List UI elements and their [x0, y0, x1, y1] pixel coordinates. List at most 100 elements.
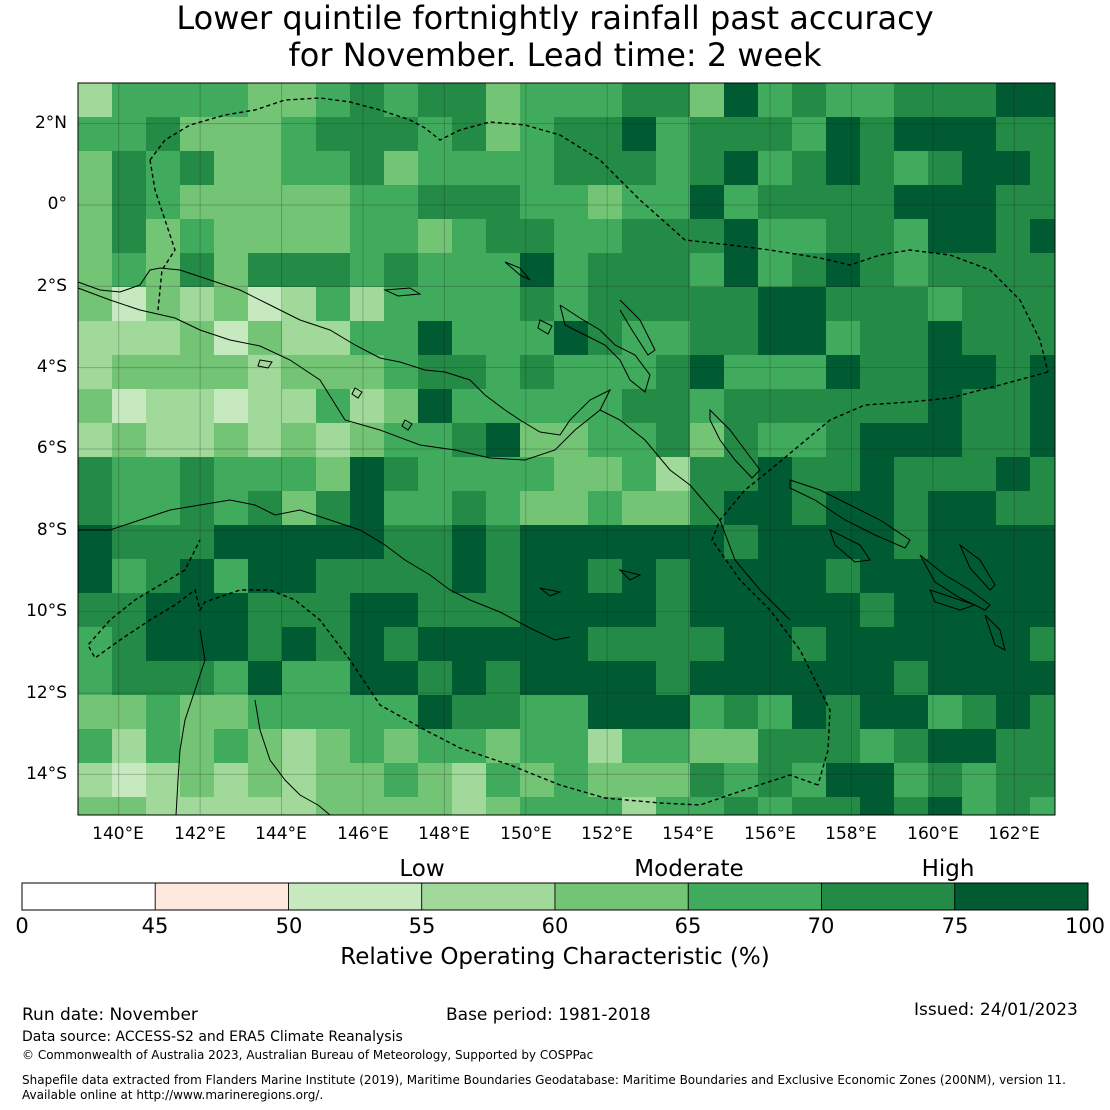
accuracy-cell: [792, 457, 826, 491]
accuracy-cell: [520, 797, 554, 815]
accuracy-cell: [656, 763, 690, 797]
accuracy-cell: [724, 627, 758, 661]
accuracy-cell: [282, 593, 316, 627]
accuracy-cell: [248, 423, 282, 457]
accuracy-cell: [826, 83, 860, 117]
accuracy-cell: [860, 151, 894, 185]
accuracy-cell: [928, 321, 962, 355]
accuracy-cell: [690, 661, 724, 695]
accuracy-cell: [248, 287, 282, 321]
accuracy-cell: [792, 559, 826, 593]
accuracy-cell: [962, 661, 996, 695]
colorbar-tick-55: 55: [408, 914, 436, 938]
accuracy-cell: [656, 797, 690, 815]
accuracy-cell: [724, 559, 758, 593]
accuracy-cell: [622, 729, 656, 763]
accuracy-cell: [520, 287, 554, 321]
accuracy-cell: [894, 491, 928, 525]
accuracy-cell: [180, 423, 214, 457]
accuracy-cell: [1030, 355, 1055, 389]
accuracy-cell: [214, 219, 248, 253]
accuracy-cell: [384, 559, 418, 593]
accuracy-cell: [418, 525, 452, 559]
accuracy-cell: [214, 355, 248, 389]
accuracy-cell: [860, 593, 894, 627]
accuracy-cell: [384, 797, 418, 815]
category-label-low: Low: [399, 856, 445, 882]
small-island-6: [618, 569, 642, 581]
accuracy-cell: [418, 491, 452, 525]
accuracy-cell: [894, 355, 928, 389]
accuracy-cell: [248, 695, 282, 729]
accuracy-cell: [724, 355, 758, 389]
accuracy-cell: [282, 559, 316, 593]
accuracy-cell: [588, 661, 622, 695]
accuracy-cell: [792, 797, 826, 815]
accuracy-cell: [554, 83, 588, 117]
accuracy-cell: [486, 627, 520, 661]
accuracy-cell: [316, 83, 350, 117]
accuracy-cell: [316, 117, 350, 151]
accuracy-cell: [282, 287, 316, 321]
accuracy-cell: [248, 525, 282, 559]
accuracy-cell: [248, 389, 282, 423]
accuracy-cell: [316, 763, 350, 797]
accuracy-cell: [452, 695, 486, 729]
accuracy-cell: [1030, 559, 1055, 593]
accuracy-cell: [588, 457, 622, 491]
accuracy-cell: [996, 457, 1030, 491]
accuracy-cell: [78, 457, 112, 491]
accuracy-cell: [656, 151, 690, 185]
accuracy-cell: [350, 729, 384, 763]
accuracy-cell: [690, 593, 724, 627]
accuracy-cell: [928, 355, 962, 389]
accuracy-cell: [690, 83, 724, 117]
lon-label-142e: 142°E: [174, 824, 226, 844]
accuracy-cell: [316, 797, 350, 815]
accuracy-cell: [894, 117, 928, 151]
accuracy-cell: [282, 185, 316, 219]
accuracy-cell: [146, 185, 180, 219]
accuracy-cell: [894, 593, 928, 627]
accuracy-cell: [112, 491, 146, 525]
accuracy-cell: [690, 185, 724, 219]
accuracy-cell: [894, 661, 928, 695]
accuracy-cell: [180, 117, 214, 151]
accuracy-cell: [384, 593, 418, 627]
cape-york-coastline: [175, 629, 331, 816]
accuracy-cell: [622, 321, 656, 355]
colorbar-tick-100: 100: [1064, 914, 1106, 938]
accuracy-cell: [78, 695, 112, 729]
accuracy-cell: [758, 117, 792, 151]
accuracy-cell: [146, 593, 180, 627]
accuracy-cell: [792, 423, 826, 457]
colorbar-tick-0: 0: [15, 914, 29, 938]
accuracy-cell: [452, 457, 486, 491]
accuracy-cell: [112, 83, 146, 117]
accuracy-cell: [112, 525, 146, 559]
accuracy-cell: [758, 423, 792, 457]
accuracy-cell: [316, 661, 350, 695]
accuracy-cell: [452, 593, 486, 627]
accuracy-cell: [78, 117, 112, 151]
accuracy-cell: [724, 423, 758, 457]
accuracy-cell: [384, 525, 418, 559]
accuracy-cell: [792, 763, 826, 797]
accuracy-cell: [78, 627, 112, 661]
accuracy-cell: [452, 117, 486, 151]
colorbar-tick-45: 45: [141, 914, 169, 938]
accuracy-cell: [78, 321, 112, 355]
accuracy-cell: [894, 253, 928, 287]
accuracy-cell: [554, 389, 588, 423]
accuracy-cell: [282, 661, 316, 695]
accuracy-cell: [724, 321, 758, 355]
small-island-2: [401, 419, 413, 431]
accuracy-cell: [792, 321, 826, 355]
accuracy-cell: [180, 797, 214, 815]
accuracy-cell: [112, 627, 146, 661]
accuracy-cell: [826, 559, 860, 593]
accuracy-cell: [962, 321, 996, 355]
accuracy-cell: [486, 695, 520, 729]
accuracy-cell: [452, 661, 486, 695]
accuracy-cell: [996, 491, 1030, 525]
